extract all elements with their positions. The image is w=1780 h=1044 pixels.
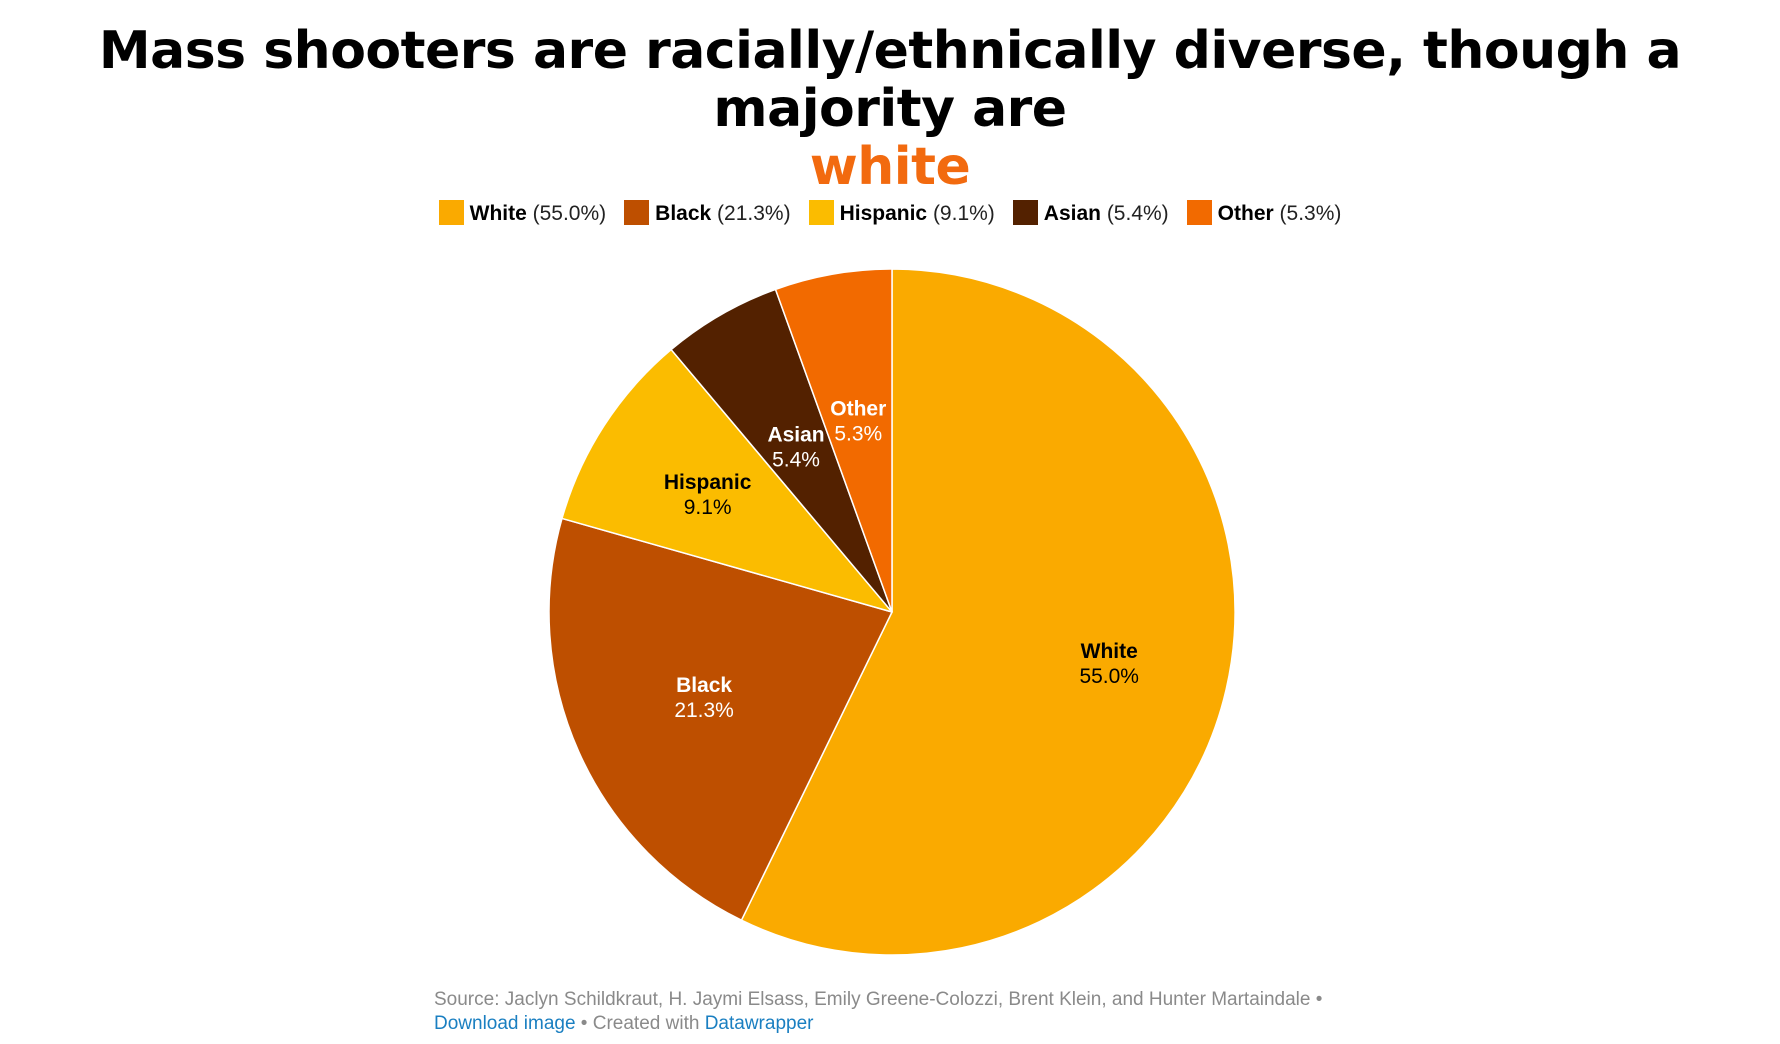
chart-footer: Source: Jaclyn Schildkraut, H. Jaymi Els…: [434, 988, 1334, 1036]
legend-swatch-black: [624, 200, 650, 226]
pie-slices: [548, 268, 1236, 956]
source-text: Source: Jaclyn Schildkraut, H. Jaymi Els…: [434, 989, 1311, 1010]
slice-label-value-hispanic: 9.1%: [684, 496, 732, 519]
pie-slice-white: [740, 268, 1236, 956]
chart-title-main: Mass shooters are racially/ethnically di…: [98, 21, 1682, 139]
legend-label-white: White: [469, 202, 527, 226]
slice-label-value-black: 21.3%: [674, 699, 734, 722]
pie-slice-hispanic: [561, 348, 893, 613]
slice-label-asian: Asian 5.4%: [767, 424, 824, 472]
pie-slice-other: [774, 268, 893, 613]
legend-value-hispanic: (9.1%): [927, 202, 995, 226]
slice-label-name-asian: Asian: [767, 424, 824, 447]
slice-label-value-asian: 5.4%: [772, 449, 820, 472]
legend-item-asian: Asian (5.4%): [1012, 200, 1169, 228]
legend-swatch-other: [1186, 200, 1212, 226]
legend-label-black: Black: [655, 202, 712, 226]
legend-item-white: White (55.0%): [438, 200, 607, 228]
slice-label-value-other: 5.3%: [834, 422, 882, 445]
chart-title: Mass shooters are racially/ethnically di…: [0, 22, 1780, 196]
legend-value-asian: (5.4%): [1100, 202, 1169, 226]
slice-label-name-hispanic: Hispanic: [664, 471, 752, 494]
legend-label-other: Other: [1217, 202, 1274, 226]
legend-item-other: Other (5.3%): [1186, 200, 1342, 228]
chart-legend: White (55.0%) Black (21.3%) Hispanic (9.1%…: [0, 200, 1780, 228]
legend-label-hispanic: Hispanic: [839, 202, 928, 226]
slice-label-name-white: White: [1081, 640, 1138, 663]
chart-title-highlight: white: [809, 137, 971, 197]
created-with-text: Created with: [592, 1013, 700, 1034]
legend-item-black: Black (21.3%): [624, 200, 791, 228]
slice-label-value-white: 55.0%: [1079, 665, 1139, 688]
pie-slice-labels: White 55.0% Black 21.3% Hispanic 9.1% Asian 5.4…: [664, 397, 1139, 722]
footer-separator-2: •: [575, 1013, 593, 1034]
slice-label-white: White 55.0%: [1079, 640, 1139, 688]
footer-separator-1: •: [1310, 989, 1323, 1010]
legend-value-black: (21.3%): [711, 202, 791, 226]
legend-swatch-white: [438, 200, 464, 226]
slice-label-other: Other 5.3%: [830, 397, 886, 445]
legend-swatch-asian: [1012, 200, 1038, 226]
legend-swatch-hispanic: [808, 200, 834, 226]
datawrapper-link[interactable]: Datawrapper: [704, 1013, 814, 1034]
slice-label-name-black: Black: [676, 674, 732, 697]
slice-label-name-other: Other: [830, 397, 886, 420]
legend-value-other: (5.3%): [1273, 202, 1342, 226]
legend-value-white: (55.0%): [526, 202, 607, 226]
download-image-link[interactable]: Download image: [434, 1013, 576, 1034]
legend-label-asian: Asian: [1043, 202, 1101, 226]
slice-label-black: Black 21.3%: [674, 674, 734, 722]
slice-label-hispanic: Hispanic 9.1%: [664, 471, 752, 519]
legend-item-hispanic: Hispanic (9.1%): [808, 200, 995, 228]
pie-slice-black: [548, 517, 893, 921]
